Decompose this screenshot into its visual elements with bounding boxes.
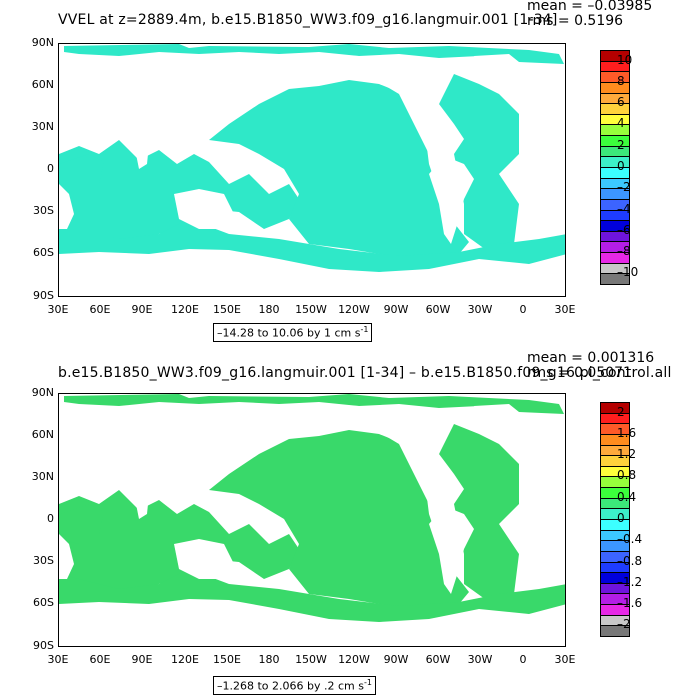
y-tick-label: 60N (31, 428, 54, 441)
colorbar (600, 50, 630, 285)
y-tick-label: 30N (31, 120, 54, 133)
colorbar-label: –1.2 (617, 574, 643, 589)
x-tick-label: 120E (171, 303, 199, 316)
x-tick-label: 90E (131, 303, 153, 316)
colorbar-label: 10 (617, 52, 633, 67)
map-title: VVEL at z=2889.4m, b.e15.B1850_WW3.f09_g… (58, 12, 558, 28)
unit-exponent: -1 (364, 678, 372, 687)
x-tick-label: 90W (383, 653, 409, 666)
x-tick-label: 180 (258, 303, 280, 316)
continents (59, 404, 565, 646)
y-tick-label: 30S (33, 204, 54, 217)
y-tick-label: 60N (31, 78, 54, 91)
x-tick-label: 150E (213, 653, 241, 666)
map-frame (58, 393, 566, 647)
x-tick-label: 60E (89, 653, 111, 666)
x-tick-label: 60W (425, 653, 451, 666)
continents (59, 54, 565, 296)
colorbar-label: 6 (617, 95, 625, 110)
colorbar-label: 0.4 (617, 489, 637, 504)
bottom-map-panel: b.e15.B1850_WW3.f09_g16.langmuir.001 [1-… (0, 350, 700, 700)
colorbar-label: –1.6 (617, 596, 643, 611)
x-tick-label: 120E (171, 653, 199, 666)
colorbar-label: –8 (617, 244, 631, 259)
y-tick-label: 90S (33, 639, 54, 652)
colorbar-label: 8 (617, 73, 625, 88)
colorbar-label: 1.6 (617, 425, 637, 440)
x-tick-label: 180 (258, 653, 280, 666)
y-tick-label: 90S (33, 289, 54, 302)
x-tick-label: 120W (338, 653, 370, 666)
y-tick-label: 60S (33, 596, 54, 609)
colorbar-label: 2 (617, 404, 625, 419)
y-tick-label: 90N (31, 386, 54, 399)
map-title: b.e15.B1850_WW3.f09_g16.langmuir.001 [1-… (58, 365, 672, 381)
colorbar-swatch (600, 273, 630, 285)
x-tick-label: 30W (467, 653, 493, 666)
world-map (59, 394, 565, 646)
y-tick-label: 30N (31, 470, 54, 483)
x-tick-label: 150W (295, 303, 327, 316)
x-tick-label: 0 (519, 653, 527, 666)
y-tick-label: 60S (33, 246, 54, 259)
x-tick-label: 30E (47, 653, 69, 666)
contour-range-label: –1.268 to 2.066 by .2 cm s-1 (213, 676, 376, 695)
colorbar-label: 0 (617, 159, 625, 173)
x-tick-label: 60E (89, 303, 111, 316)
x-tick-label: 0 (519, 303, 527, 316)
colorbar-label: –10 (617, 265, 639, 280)
colorbar-label: –6 (617, 222, 631, 237)
x-tick-label: 30W (467, 303, 493, 316)
y-tick-label: 30S (33, 554, 54, 567)
rms-stat: rms = 0.5196 (527, 13, 624, 29)
x-tick-label: 150E (213, 303, 241, 316)
colorbar-label: 0.8 (617, 468, 637, 483)
unit-exponent: -1 (360, 325, 369, 334)
mean-stat: mean = 0.001316 (527, 350, 655, 366)
colorbar-label: –2 (617, 180, 631, 195)
x-tick-label: 30E (554, 653, 576, 666)
colorbar-label: 1.2 (617, 447, 637, 462)
colorbar-label: 4 (617, 116, 625, 131)
x-tick-label: 60W (425, 303, 451, 316)
ocean-fill (59, 394, 565, 622)
contour-range-text: –1.268 to 2.066 by .2 cm s (217, 679, 364, 693)
world-map (59, 44, 565, 296)
mean-stat: mean = –0.03985 (527, 0, 653, 14)
x-tick-label: 30E (47, 303, 69, 316)
map-frame (58, 43, 566, 297)
colorbar-label: 0 (617, 511, 625, 525)
y-tick-label: 0 (47, 162, 54, 175)
colorbar-label: 2 (617, 137, 625, 152)
colorbar-label: –4 (617, 201, 631, 216)
contour-range-label: –14.28 to 10.06 by 1 cm s-1 (213, 323, 373, 342)
x-tick-label: 90E (131, 653, 153, 666)
x-tick-label: 120W (338, 303, 370, 316)
y-tick-label: 0 (47, 512, 54, 525)
rms-stat: rms = 0.05071 (527, 365, 632, 381)
x-tick-label: 30E (554, 303, 576, 316)
top-map-panel: VVEL at z=2889.4m, b.e15.B1850_WW3.f09_g… (31, 0, 653, 342)
colorbar (600, 402, 630, 637)
colorbar-swatch (600, 625, 630, 637)
x-tick-label: 90W (383, 303, 409, 316)
x-tick-label: 150W (295, 653, 327, 666)
colorbar-label: –0.4 (617, 532, 643, 547)
contour-range-text: –14.28 to 10.06 by 1 cm s (217, 326, 361, 340)
y-tick-label: 90N (31, 36, 54, 49)
colorbar-label: –2 (617, 617, 631, 632)
colorbar-label: –0.8 (617, 553, 643, 568)
